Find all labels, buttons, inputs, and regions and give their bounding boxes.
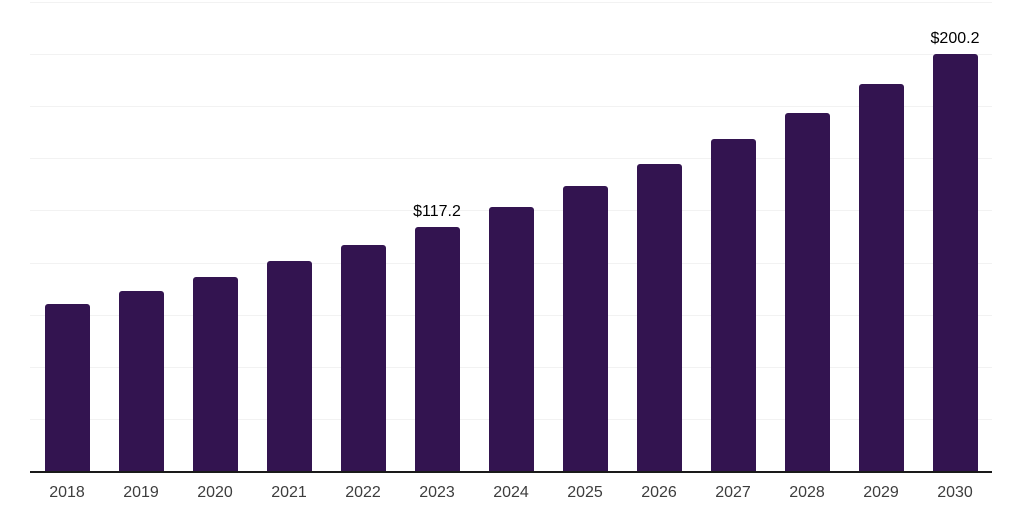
x-tick-2027: 2027 bbox=[715, 484, 751, 501]
bar-2028 bbox=[785, 113, 830, 471]
bar-2025 bbox=[563, 186, 608, 471]
gridline-175 bbox=[30, 106, 992, 107]
bar-2022 bbox=[341, 245, 386, 471]
value-label-2030: $200.2 bbox=[930, 30, 980, 47]
x-tick-2019: 2019 bbox=[123, 484, 159, 501]
bar-2029 bbox=[859, 84, 904, 471]
bar-2026 bbox=[637, 164, 682, 471]
bar-2020 bbox=[193, 277, 238, 471]
bar-2027 bbox=[711, 139, 756, 471]
x-tick-2029: 2029 bbox=[863, 484, 899, 501]
bar-2019 bbox=[119, 291, 164, 471]
x-tick-2026: 2026 bbox=[641, 484, 677, 501]
x-tick-2023: 2023 bbox=[419, 484, 455, 501]
x-tick-2020: 2020 bbox=[197, 484, 233, 501]
x-tick-2021: 2021 bbox=[271, 484, 307, 501]
bar-2023 bbox=[415, 227, 460, 471]
value-label-2023: $117.2 bbox=[413, 203, 461, 220]
bar-2030 bbox=[933, 54, 978, 471]
x-axis-line bbox=[30, 471, 992, 473]
x-tick-2018: 2018 bbox=[49, 484, 85, 501]
x-tick-2022: 2022 bbox=[345, 484, 381, 501]
gridline-225 bbox=[30, 2, 992, 3]
x-tick-2030: 2030 bbox=[937, 484, 973, 501]
x-tick-2024: 2024 bbox=[493, 484, 529, 501]
gridline-150 bbox=[30, 158, 992, 159]
bar-2021 bbox=[267, 261, 312, 471]
bar-2024 bbox=[489, 207, 534, 471]
x-tick-2028: 2028 bbox=[789, 484, 825, 501]
gridline-200 bbox=[30, 54, 992, 55]
bar-2018 bbox=[45, 304, 90, 471]
x-tick-2025: 2025 bbox=[567, 484, 603, 501]
